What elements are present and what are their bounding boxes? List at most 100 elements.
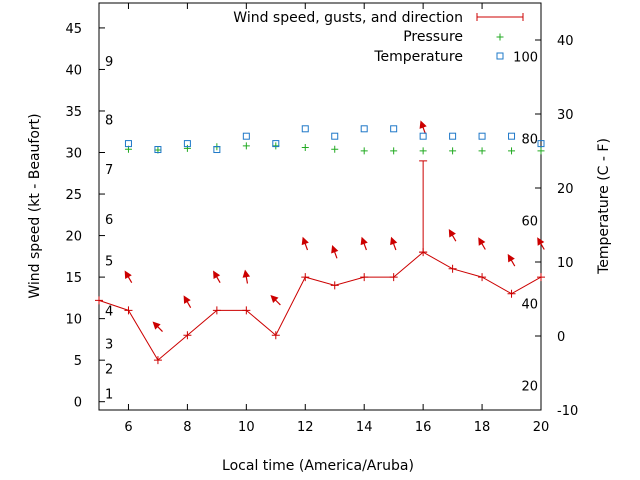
wind-direction-arrow-shaft <box>275 299 281 306</box>
x-axis-label: Local time (America/Aruba) <box>222 458 414 474</box>
y-right-tick-label: 20 <box>557 182 574 197</box>
wind-speed-point <box>183 331 192 340</box>
beaufort-label: 1 <box>105 387 113 402</box>
wind-speed-point <box>212 306 221 315</box>
temperature-point <box>154 146 162 154</box>
pressure-point <box>272 142 280 150</box>
temperature-point <box>478 132 486 140</box>
fahrenheit-label: 40 <box>521 297 538 312</box>
wind-direction-arrow-shaft <box>481 243 486 250</box>
wind-direction-arrow-head <box>537 237 545 246</box>
wind-direction-arrow <box>360 236 368 251</box>
beaufort-label: 7 <box>105 163 113 178</box>
legend-symbol-wind <box>476 13 524 21</box>
wind-speed-point <box>448 264 457 273</box>
wind-speed-point <box>330 281 339 290</box>
wind-direction-arrow <box>537 237 545 250</box>
y-left-tick-label: 20 <box>65 230 82 245</box>
plot-frame <box>98 2 542 411</box>
x-tick-label: 18 <box>474 420 491 435</box>
wind-direction-arrow-shaft <box>333 251 338 259</box>
wind-speed-point <box>153 356 162 365</box>
axis-tick-labels: 6 8 10 12 14 16 18 20051015202530354045-1001020… <box>65 22 578 435</box>
wind-direction-arrow-shaft <box>363 243 367 251</box>
wind-speed-point <box>242 306 251 315</box>
temperature-point <box>331 132 339 140</box>
fahrenheit-label: 80 <box>521 132 538 147</box>
wind-gust-bar <box>419 160 428 253</box>
pressure-point <box>449 147 457 155</box>
wind-direction-arrow-shaft <box>127 276 133 284</box>
y-left-tick-label: 40 <box>65 63 82 78</box>
legend: Wind speed, gusts, and direction Pressur… <box>233 10 524 65</box>
wind-direction-arrow <box>152 321 163 332</box>
y-axis-label-right: Temperature (C - F) <box>596 138 612 275</box>
x-tick-label: 20 <box>533 420 550 435</box>
wind-direction-arrow-shaft <box>392 243 397 251</box>
temperature-point <box>301 125 309 133</box>
y-right-tick-label: 40 <box>557 34 574 49</box>
y-left-tick-label: 5 <box>74 354 82 369</box>
wind-direction-arrow-head <box>152 321 161 330</box>
pressure-point <box>478 147 486 155</box>
wind-direction-arrow <box>301 236 309 251</box>
wind-direction-arrow <box>124 270 133 284</box>
y-left-tick-label: 30 <box>65 147 82 162</box>
legend-symbol-pressure <box>496 33 504 41</box>
wind-direction-arrow-shaft <box>540 243 545 250</box>
temperature-point <box>449 132 457 140</box>
y-left-tick-label: 10 <box>65 313 82 328</box>
wind-direction-arrow-shaft <box>451 234 457 242</box>
fahrenheit-scale-labels: 20 40 60 80 100 <box>513 50 538 394</box>
pressure-point <box>390 147 398 155</box>
y-left-tick-label: 35 <box>65 105 82 120</box>
wind-direction-arrow-head <box>242 269 251 278</box>
temperature-point <box>360 125 368 133</box>
temperature-point <box>242 132 250 140</box>
wind-direction-arrow-head <box>419 120 427 129</box>
wind-direction-arrow-head <box>124 270 132 280</box>
wind-direction-arrow <box>419 120 427 134</box>
wind-direction-arrow-shaft <box>216 276 221 284</box>
x-tick-label: 16 <box>415 420 432 435</box>
wind-speed-point <box>271 331 280 340</box>
wind-direction-arrow-shaft <box>245 276 249 284</box>
pressure-point <box>242 142 250 150</box>
axis-ticks <box>99 3 542 411</box>
wind-direction-arrow-shaft <box>304 243 309 251</box>
y-left-tick-label: 25 <box>65 188 82 203</box>
beaufort-label: 4 <box>105 304 113 319</box>
wind-direction-arrow-head <box>301 236 309 246</box>
wind-direction-arrow-shaft <box>510 259 516 267</box>
wind-speed-point <box>301 273 310 282</box>
wind-direction-arrow-head <box>270 294 279 304</box>
y-right-tick-label: 0 <box>557 330 565 345</box>
beaufort-scale-labels: 1 2 3 4 5 6 7 8 9 <box>105 55 113 402</box>
temperature-point <box>419 132 427 140</box>
beaufort-label: 6 <box>105 213 113 228</box>
wind-direction-arrow <box>507 253 516 267</box>
temperature-point <box>272 140 280 148</box>
y-right-tick-label: 30 <box>557 108 574 123</box>
legend-symbol-temperature <box>496 52 504 60</box>
wind-speed-point <box>537 273 545 282</box>
wind-direction-arrow-head <box>448 228 456 238</box>
y-left-tick-label: 45 <box>65 22 82 37</box>
temperature-point <box>124 140 132 148</box>
y-left-tick-label: 0 <box>74 396 82 411</box>
wind-direction-arrow <box>213 270 221 284</box>
temperature-point <box>390 125 398 133</box>
fahrenheit-label: 60 <box>521 215 538 230</box>
wind-direction-arrow <box>331 245 339 259</box>
wind-direction-arrow <box>390 236 398 251</box>
wind-direction-arrow <box>270 294 281 306</box>
wind-direction-arrow-head <box>331 245 339 254</box>
y-axis-label-left: Wind speed (kt - Beaufort) <box>27 113 43 298</box>
beaufort-label: 5 <box>105 254 113 269</box>
wind-direction-arrow-head <box>213 270 221 280</box>
wind-direction-arrow-head <box>183 295 191 304</box>
pressure-point <box>360 147 368 155</box>
legend-label-pressure: Pressure <box>403 29 463 45</box>
wind-direction-arrow-head <box>390 236 398 246</box>
wind-direction-arrow-head <box>478 237 486 246</box>
